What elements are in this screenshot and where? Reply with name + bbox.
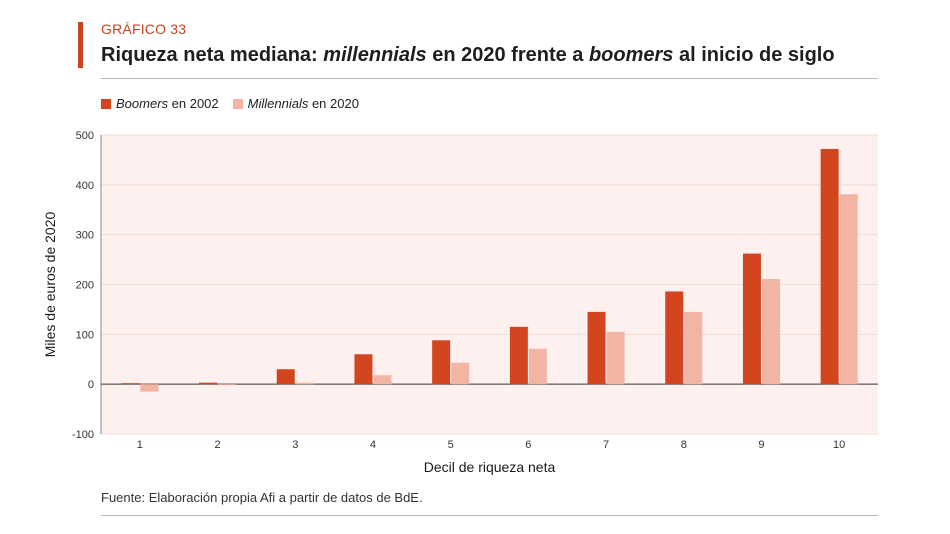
bar-millennials	[451, 362, 470, 385]
legend-label-millennials: Millennials en 2020	[247, 96, 359, 111]
bar-boomers	[121, 383, 140, 385]
y-tick-label: -100	[72, 429, 94, 441]
x-tick-label: 9	[758, 439, 764, 451]
title-part: Riqueza neta mediana:	[101, 44, 324, 66]
legend-swatch-millennials	[232, 98, 243, 109]
legend-swatch-boomers	[101, 98, 111, 109]
title-part: en 2020 frente a	[426, 44, 589, 66]
bar-millennials	[140, 384, 159, 392]
bar-millennials	[839, 194, 858, 385]
chart-number: GRÁFICO 33	[101, 21, 187, 37]
x-tick-label: 2	[214, 439, 220, 451]
bar-boomers	[742, 253, 761, 385]
bar-millennials	[218, 384, 237, 386]
bar-millennials	[684, 311, 703, 385]
chart-title: Riqueza neta mediana: millennials en 202…	[101, 44, 835, 67]
x-tick-label: 5	[448, 439, 454, 451]
bar-boomers	[820, 148, 839, 385]
bar-boomers	[665, 291, 684, 385]
y-tick-label: 100	[76, 329, 94, 341]
x-tick-label: 4	[370, 439, 376, 451]
bar-boomers	[587, 311, 606, 385]
x-tick-label: 6	[525, 439, 531, 451]
bar-boomers	[354, 354, 373, 385]
y-tick-label: 300	[76, 230, 94, 242]
title-part: millennials	[323, 44, 427, 66]
x-axis-title: Decil de riqueza neta	[424, 459, 556, 475]
x-tick-label: 7	[603, 439, 609, 451]
y-tick-label: 0	[88, 379, 94, 391]
source-note: Fuente: Elaboración propia Afi a partir …	[101, 490, 423, 505]
title-part: al inicio de siglo	[673, 44, 835, 66]
bar-boomers	[276, 369, 295, 385]
legend: Boomers en 2002 Millennials en 2020	[101, 96, 359, 111]
accent-bar	[78, 22, 83, 68]
x-tick-label: 10	[833, 439, 845, 451]
y-tick-label: 500	[76, 130, 94, 142]
x-tick-label: 3	[292, 439, 298, 451]
bar-millennials	[295, 382, 314, 385]
legend-item-boomers: Boomers en 2002	[101, 96, 219, 111]
bar-boomers	[432, 340, 451, 385]
title-part: boomers	[588, 44, 674, 66]
bar-millennials	[373, 375, 392, 385]
bar-millennials	[528, 348, 547, 385]
header-divider	[101, 78, 878, 79]
bar-millennials	[606, 331, 625, 385]
footer-divider	[101, 515, 878, 516]
bar-boomers	[199, 382, 218, 385]
legend-item-millennials: Millennials en 2020	[232, 96, 359, 111]
bar-boomers	[509, 326, 528, 385]
y-tick-label: 200	[76, 280, 94, 292]
y-tick-label: 400	[76, 180, 94, 192]
x-tick-label: 1	[137, 439, 143, 451]
legend-label-boomers: Boomers en 2002	[116, 96, 219, 111]
bar-chart: -100 0 100 200 300 400 500 1 2 3 4 5 6 7 8 9 10 Decil de …	[42, 130, 878, 475]
bar-millennials	[761, 279, 780, 385]
y-axis-title: Miles de euros de 2020	[42, 212, 58, 358]
x-tick-label: 8	[681, 439, 687, 451]
